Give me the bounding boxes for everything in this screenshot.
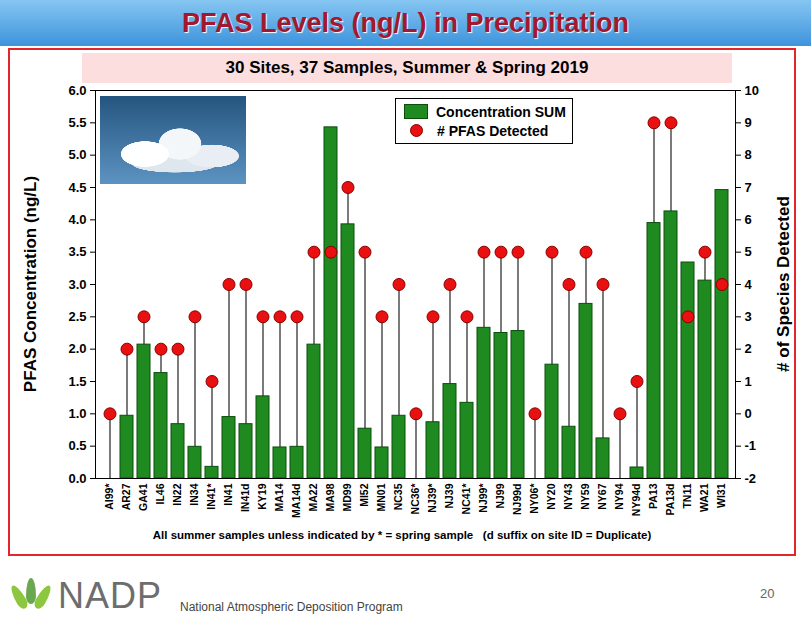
svg-text:WI31: WI31 xyxy=(715,483,727,508)
svg-text:3.0: 3.0 xyxy=(68,277,86,292)
svg-text:4.0: 4.0 xyxy=(68,212,86,227)
svg-text:5.5: 5.5 xyxy=(68,115,86,130)
svg-text:KY19: KY19 xyxy=(256,483,268,509)
svg-text:2.5: 2.5 xyxy=(68,309,86,324)
html-text:30 Sites, 37 Samples, Summer &: 30 Sites, 37 Samples, Summer & Spring 20… xyxy=(225,58,589,77)
html-text:# PFAS Detected: # PFAS Detected xyxy=(437,122,549,139)
svg-text:8: 8 xyxy=(745,147,752,162)
svg-text:MA98: MA98 xyxy=(324,483,336,511)
svg-text:NC36*: NC36* xyxy=(409,483,421,515)
svg-text:7: 7 xyxy=(745,180,752,195)
svg-text:NY43: NY43 xyxy=(562,483,574,509)
svg-text:MI52: MI52 xyxy=(358,483,370,507)
svg-text:3: 3 xyxy=(745,309,752,324)
svg-text:IN41*: IN41* xyxy=(205,483,217,510)
svg-text:MA14: MA14 xyxy=(273,483,285,511)
svg-text:TN11: TN11 xyxy=(681,483,693,508)
svg-text:5: 5 xyxy=(745,244,752,259)
svg-text:WA21: WA21 xyxy=(698,483,710,512)
svg-text:10: 10 xyxy=(745,83,759,98)
svg-text:4.5: 4.5 xyxy=(68,180,86,195)
svg-text:1: 1 xyxy=(745,374,752,389)
svg-text:IN41d: IN41d xyxy=(239,484,251,513)
svg-text:NY94: NY94 xyxy=(613,483,625,509)
svg-text:9: 9 xyxy=(745,115,752,130)
svg-text:AI99*: AI99* xyxy=(103,483,115,510)
svg-text:MD99: MD99 xyxy=(341,483,353,511)
svg-text:MN01: MN01 xyxy=(375,483,387,511)
svg-text:PA13d: PA13d xyxy=(664,484,676,516)
svg-text:NJ99*: NJ99* xyxy=(477,483,489,513)
svg-text:MA14d: MA14d xyxy=(290,484,302,518)
svg-text:2.0: 2.0 xyxy=(68,341,86,356)
svg-text:NJ99: NJ99 xyxy=(494,483,506,508)
svg-text:NY06*: NY06* xyxy=(528,483,540,514)
svg-text:IN41: IN41 xyxy=(222,483,234,505)
svg-text:MA22: MA22 xyxy=(307,483,319,511)
svg-text:-2: -2 xyxy=(745,471,757,486)
svg-text:5.0: 5.0 xyxy=(68,147,86,162)
html-text:Concentration SUM: Concentration SUM xyxy=(436,103,566,120)
svg-text:0.5: 0.5 xyxy=(68,438,86,453)
svg-text:0.0: 0.0 xyxy=(68,471,86,486)
html-text:# of Species Detected: # of Species Detected xyxy=(774,196,793,372)
svg-text:NY20: NY20 xyxy=(545,483,557,509)
svg-text:NJ99d: NJ99d xyxy=(511,484,523,516)
svg-text:GA41: GA41 xyxy=(137,483,149,511)
svg-text:-1: -1 xyxy=(745,438,757,453)
svg-text:NJ39: NJ39 xyxy=(443,483,455,508)
svg-text:NY67: NY67 xyxy=(596,483,608,509)
html-text:NADP: NADP xyxy=(58,575,162,616)
svg-text:IN34: IN34 xyxy=(188,483,200,505)
svg-text:NY59: NY59 xyxy=(579,483,591,509)
html-text:All summer samples unless indi: All summer samples unless indicated by *… xyxy=(152,529,652,541)
svg-text:2: 2 xyxy=(745,341,752,356)
html-text:20: 20 xyxy=(760,586,775,601)
svg-text:NJ39*: NJ39* xyxy=(426,483,438,513)
svg-text:1.0: 1.0 xyxy=(68,406,86,421)
svg-text:NC41*: NC41* xyxy=(460,483,472,515)
html-text:PFAS Levels (ng/L) in Precipit: PFAS Levels (ng/L) in Precipitation xyxy=(182,8,629,38)
svg-text:NY94d: NY94d xyxy=(630,484,642,517)
svg-text:NC35: NC35 xyxy=(392,483,404,510)
svg-text:4: 4 xyxy=(745,277,753,292)
svg-text:6.0: 6.0 xyxy=(68,83,86,98)
svg-text:3.5: 3.5 xyxy=(68,244,86,259)
html-text:PFAS Concentration (ng/L): PFAS Concentration (ng/L) xyxy=(21,175,40,393)
svg-text:6: 6 xyxy=(745,212,752,227)
svg-text:IL46: IL46 xyxy=(154,483,166,504)
svg-text:PA13: PA13 xyxy=(647,483,659,509)
html-text:National Atmospheric Depositio: National Atmospheric Deposition Program xyxy=(180,600,403,614)
svg-text:IN22: IN22 xyxy=(171,483,183,505)
svg-text:0: 0 xyxy=(745,406,752,421)
svg-text:AR27: AR27 xyxy=(120,483,132,510)
svg-text:1.5: 1.5 xyxy=(68,374,86,389)
